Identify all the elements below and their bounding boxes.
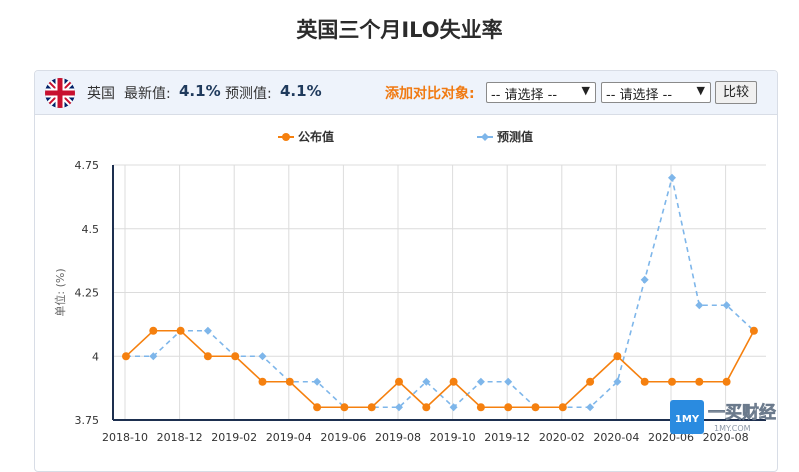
x-tick-label: 2020-06 <box>648 431 694 444</box>
compare-button[interactable]: 比较 <box>715 81 757 104</box>
data-point-forecast <box>640 275 649 284</box>
brand-logo-icon <box>670 400 704 434</box>
y-tick-label: 4.75 <box>75 159 100 172</box>
watermark-brand: 一买财经 <box>708 402 776 423</box>
data-point-forecast <box>586 403 595 412</box>
country-name: 英国 <box>87 86 115 102</box>
data-point-published <box>531 403 540 412</box>
x-tick-label: 2019-08 <box>375 431 421 444</box>
compare-select-1-value: -- 请选择 -- <box>491 88 558 103</box>
legend-marker <box>481 133 489 141</box>
data-point-forecast <box>422 377 431 386</box>
x-tick-label: 2020-08 <box>703 431 749 444</box>
data-point-published <box>149 326 158 335</box>
y-tick-label: 4.25 <box>75 287 100 300</box>
watermark: 1MY 一买财经 1MY.COM <box>668 398 788 438</box>
data-point-published <box>695 377 704 386</box>
x-tick-label: 2019-06 <box>320 431 366 444</box>
data-point-published <box>340 403 349 412</box>
data-point-published <box>449 377 458 386</box>
y-tick-label: 3.75 <box>75 414 100 427</box>
data-point-published <box>122 352 130 361</box>
data-point-forecast <box>613 377 622 386</box>
legend-label-forecast: 预测值 <box>497 129 533 144</box>
data-point-forecast <box>668 173 676 182</box>
data-point-forecast <box>149 352 158 361</box>
chevron-down-icon: ▼ <box>696 84 705 97</box>
data-point-published <box>203 352 212 361</box>
data-point-forecast <box>476 377 485 386</box>
x-tick-label: 2019-04 <box>266 431 312 444</box>
data-point-published <box>258 377 267 386</box>
data-point-published <box>586 377 595 386</box>
page-title: 英国三个月ILO失业率 <box>296 18 503 42</box>
data-point-published <box>176 326 185 335</box>
y-tick-label: 4 <box>92 350 99 363</box>
compare-label: 添加对比对象: <box>385 86 475 102</box>
chevron-down-icon: ▼ <box>581 84 590 97</box>
x-tick-label: 2018-12 <box>157 431 203 444</box>
data-point-published <box>722 377 731 386</box>
x-tick-label: 2018-10 <box>102 431 148 444</box>
data-point-forecast <box>695 301 704 310</box>
forecast-value: 4.1% <box>280 82 322 100</box>
x-tick-label: 2019-10 <box>430 431 476 444</box>
data-point-published <box>285 377 294 386</box>
data-point-published <box>668 377 676 386</box>
line-chart: 3.75 4 4.25 4.5 4.75 2018-10 2018-12 2019-02 201… <box>53 129 766 444</box>
y-tick-label: 4.5 <box>82 223 100 236</box>
forecast-label: 预测值: <box>225 86 272 102</box>
compare-select-2[interactable]: -- 请选择 -- ▼ <box>601 82 711 103</box>
data-point-published <box>422 403 431 412</box>
data-point-published <box>640 377 649 386</box>
data-point-published <box>313 403 322 412</box>
data-point-published <box>749 326 758 335</box>
legend-marker <box>282 133 290 141</box>
compare-select-1[interactable]: -- 请选择 -- ▼ <box>486 82 596 103</box>
data-point-published <box>476 403 485 412</box>
data-point-forecast <box>395 403 403 412</box>
x-tick-label: 2020-02 <box>539 431 585 444</box>
compare-select-2-value: -- 请选择 -- <box>606 88 673 103</box>
data-point-forecast <box>203 326 212 335</box>
chart-panel: 英国 最新值: 4.1% 预测值: 4.1% 添加对比对象: -- 请选择 --… <box>34 70 778 472</box>
watermark-site: 1MY.COM <box>714 424 751 433</box>
x-tick-label: 2020-04 <box>593 431 639 444</box>
data-point-published <box>558 403 567 412</box>
data-point-forecast <box>722 301 731 310</box>
toolbar: 英国 最新值: 4.1% 预测值: 4.1% 添加对比对象: -- 请选择 --… <box>35 71 777 115</box>
data-point-published <box>231 352 240 361</box>
legend-label-published: 公布值 <box>298 129 334 144</box>
data-point-forecast <box>449 403 458 412</box>
latest-label: 最新值: <box>124 86 171 102</box>
series-line-published <box>125 329 755 409</box>
data-point-forecast <box>258 352 267 361</box>
watermark-logo-text: 1MY <box>675 414 700 425</box>
y-axis-label: 单位: (%) <box>53 268 67 316</box>
data-point-forecast <box>504 377 513 386</box>
data-point-published <box>367 403 376 412</box>
x-tick-label: 2019-12 <box>484 431 530 444</box>
uk-flag-icon <box>45 78 75 108</box>
data-point-forecast <box>313 377 322 386</box>
data-point-published <box>613 352 622 361</box>
x-tick-label: 2019-02 <box>211 431 257 444</box>
data-point-published <box>395 377 403 386</box>
latest-value: 4.1% <box>179 82 221 100</box>
data-point-published <box>504 403 513 412</box>
